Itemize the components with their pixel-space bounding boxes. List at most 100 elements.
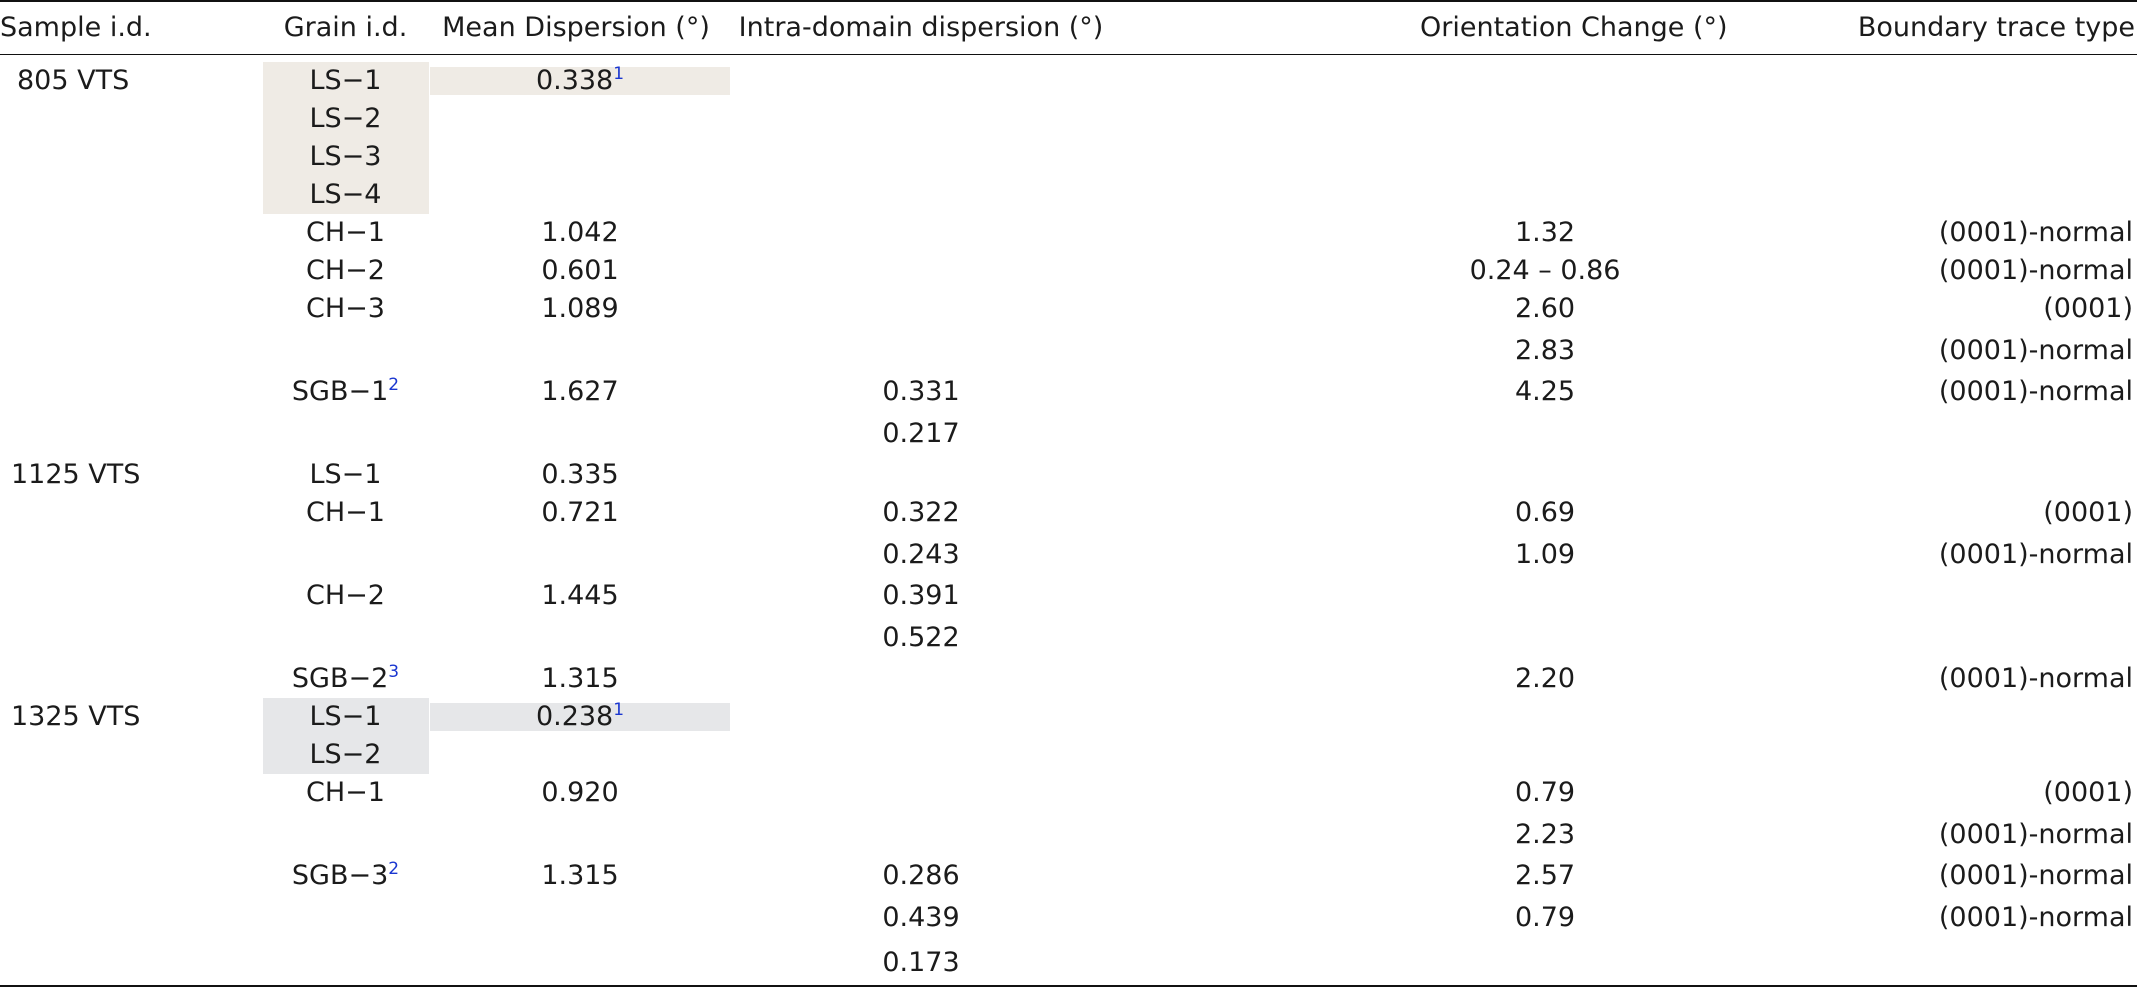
boundary-trace-type-cell <box>1670 456 2137 494</box>
boundary-trace-type: (0001)-normal <box>1938 538 2134 570</box>
mean-dispersion-box: 0.601 <box>430 257 730 285</box>
grain-id-cell: LS−1 <box>261 456 430 494</box>
mean-dispersion-box <box>430 537 730 565</box>
mean-dispersion: 0.721 <box>541 497 619 528</box>
mean-dispersion: 1.315 <box>541 860 619 891</box>
grain-id: SGB−2 <box>291 662 389 694</box>
grain-id-cell: LS−1 <box>261 697 430 736</box>
mean-dispersion: 0.238 <box>535 701 614 732</box>
sample-id: 805 VTS <box>17 65 130 96</box>
boundary-trace-type-cell: (0001)-normal <box>1670 252 2137 290</box>
orientation-change-cell: 1.09 <box>1420 532 1670 577</box>
grain-id-box: LS−2 <box>262 99 429 138</box>
mean-dispersion-box: 1.315 <box>430 862 730 890</box>
intra-domain-dispersion: 0.243 <box>882 538 960 570</box>
mean-dispersion-box <box>430 945 730 973</box>
grain-id-cell: LS−2 <box>261 99 430 138</box>
mean-dispersion-cell <box>430 532 722 577</box>
orientation-change-cell <box>1420 176 1670 214</box>
sample-id-cell <box>0 895 261 940</box>
mean-dispersion-box <box>430 139 730 167</box>
sample-id: 1325 VTS <box>11 701 141 732</box>
sample-id-cell <box>0 940 261 986</box>
mean-dispersion-cell <box>430 176 722 214</box>
orientation-change: 2.57 <box>1514 860 1576 891</box>
table-row: CH−3 1.089 2.60 (0001) <box>0 290 2137 328</box>
intra-domain-dispersion: 0.322 <box>882 497 960 528</box>
grain-id-box: LS−1 <box>262 697 429 736</box>
intra-domain-dispersion-cell: 0.286 <box>722 857 1420 895</box>
table-row: 805 VTS LS−1 0.3381 <box>0 54 2137 100</box>
boundary-trace-type-cell: (0001)-normal <box>1670 373 2137 411</box>
sample-id-cell <box>0 411 261 456</box>
orientation-change: 1.09 <box>1514 538 1576 570</box>
intra-domain-dispersion: 0.522 <box>882 621 960 653</box>
sample-id-cell <box>0 138 261 176</box>
footnote-ref[interactable]: 1 <box>613 700 625 720</box>
mean-dispersion: 1.627 <box>541 376 619 407</box>
mean-dispersion: 1.445 <box>541 580 619 611</box>
footnote-ref[interactable]: 2 <box>388 374 400 395</box>
mean-dispersion-cell <box>430 138 722 176</box>
table-row: CH−1 1.042 1.32 (0001)-normal <box>0 214 2137 252</box>
boundary-trace-type: (0001) <box>2043 777 2134 808</box>
footnote-ref[interactable]: 1 <box>613 64 625 84</box>
sample-id-cell <box>0 290 261 328</box>
mean-dispersion-box: 0.2381 <box>430 700 730 732</box>
boundary-trace-type-cell <box>1670 577 2137 615</box>
intra-domain-dispersion-cell: 0.439 <box>722 895 1420 940</box>
grain-id-box: LS−1 <box>262 61 429 100</box>
orientation-change-cell: 2.23 <box>1420 812 1670 857</box>
boundary-trace-type: (0001)-normal <box>1938 663 2134 694</box>
intra-domain-dispersion-cell: 0.322 <box>722 494 1420 532</box>
intra-domain-dispersion: 0.217 <box>882 417 960 449</box>
table-row: LS−3 <box>0 137 2137 176</box>
mean-dispersion-box <box>430 737 730 765</box>
intra-domain-dispersion-cell: 0.391 <box>722 577 1420 615</box>
mean-dispersion-cell: 1.627 <box>430 373 722 411</box>
orientation-change-cell <box>1420 100 1670 138</box>
orientation-change: 2.83 <box>1514 334 1576 366</box>
table-row: 0.217 <box>0 411 2137 456</box>
footnote-ref[interactable]: 2 <box>388 858 400 879</box>
header-grain-id: Grain i.d. <box>283 12 408 44</box>
footnote-ref[interactable]: 3 <box>388 661 400 682</box>
orientation-change: 2.20 <box>1514 663 1576 694</box>
grain-id: LS−1 <box>309 458 382 490</box>
header-row: Sample i.d. Grain i.d. Mean Dispersion (… <box>0 1 2137 54</box>
mean-dispersion-box: 0.3381 <box>430 64 730 95</box>
mean-dispersion-box: 0.335 <box>430 461 730 489</box>
mean-dispersion-cell: 0.3381 <box>430 54 730 100</box>
grain-id-cell: LS−3 <box>261 137 430 176</box>
boundary-trace-type: (0001)-normal <box>1938 376 2134 407</box>
grain-id-cell <box>261 895 430 940</box>
orientation-change: 0.79 <box>1514 777 1576 808</box>
sample-id-cell: 1325 VTS <box>0 698 261 736</box>
sample-id-cell <box>0 615 261 660</box>
boundary-trace-type-cell: (0001) <box>1670 774 2137 812</box>
grain-id: LS−4 <box>309 178 382 210</box>
sample-id-cell <box>0 328 261 373</box>
grain-id: CH−1 <box>306 216 385 248</box>
table-row: LS−2 <box>0 735 2137 774</box>
mean-dispersion: 1.042 <box>541 217 619 248</box>
mean-dispersion-box <box>430 620 730 648</box>
intra-domain-dispersion-cell <box>722 698 1420 736</box>
orientation-change-cell <box>1420 940 1670 986</box>
boundary-trace-type-cell: (0001) <box>1670 494 2137 532</box>
table-row: 1325 VTS LS−1 0.2381 <box>0 697 2137 736</box>
sample-id-cell <box>0 532 261 577</box>
grain-id: CH−1 <box>306 776 385 808</box>
grain-id-cell: SGB−23 <box>261 660 430 698</box>
grain-id-box: CH−1 <box>263 774 429 812</box>
mean-dispersion-box <box>430 177 730 205</box>
sample-id-cell <box>0 494 261 532</box>
grain-id: CH−3 <box>306 292 385 324</box>
orientation-change-cell: 0.69 <box>1420 494 1670 532</box>
mean-dispersion-box <box>430 101 730 129</box>
table-row: 1125 VTS LS−1 0.335 <box>0 456 2137 494</box>
table-row: LS−4 <box>0 175 2137 214</box>
grain-id-box: LS−1 <box>263 456 429 494</box>
mean-dispersion-cell: 0.920 <box>430 774 722 812</box>
